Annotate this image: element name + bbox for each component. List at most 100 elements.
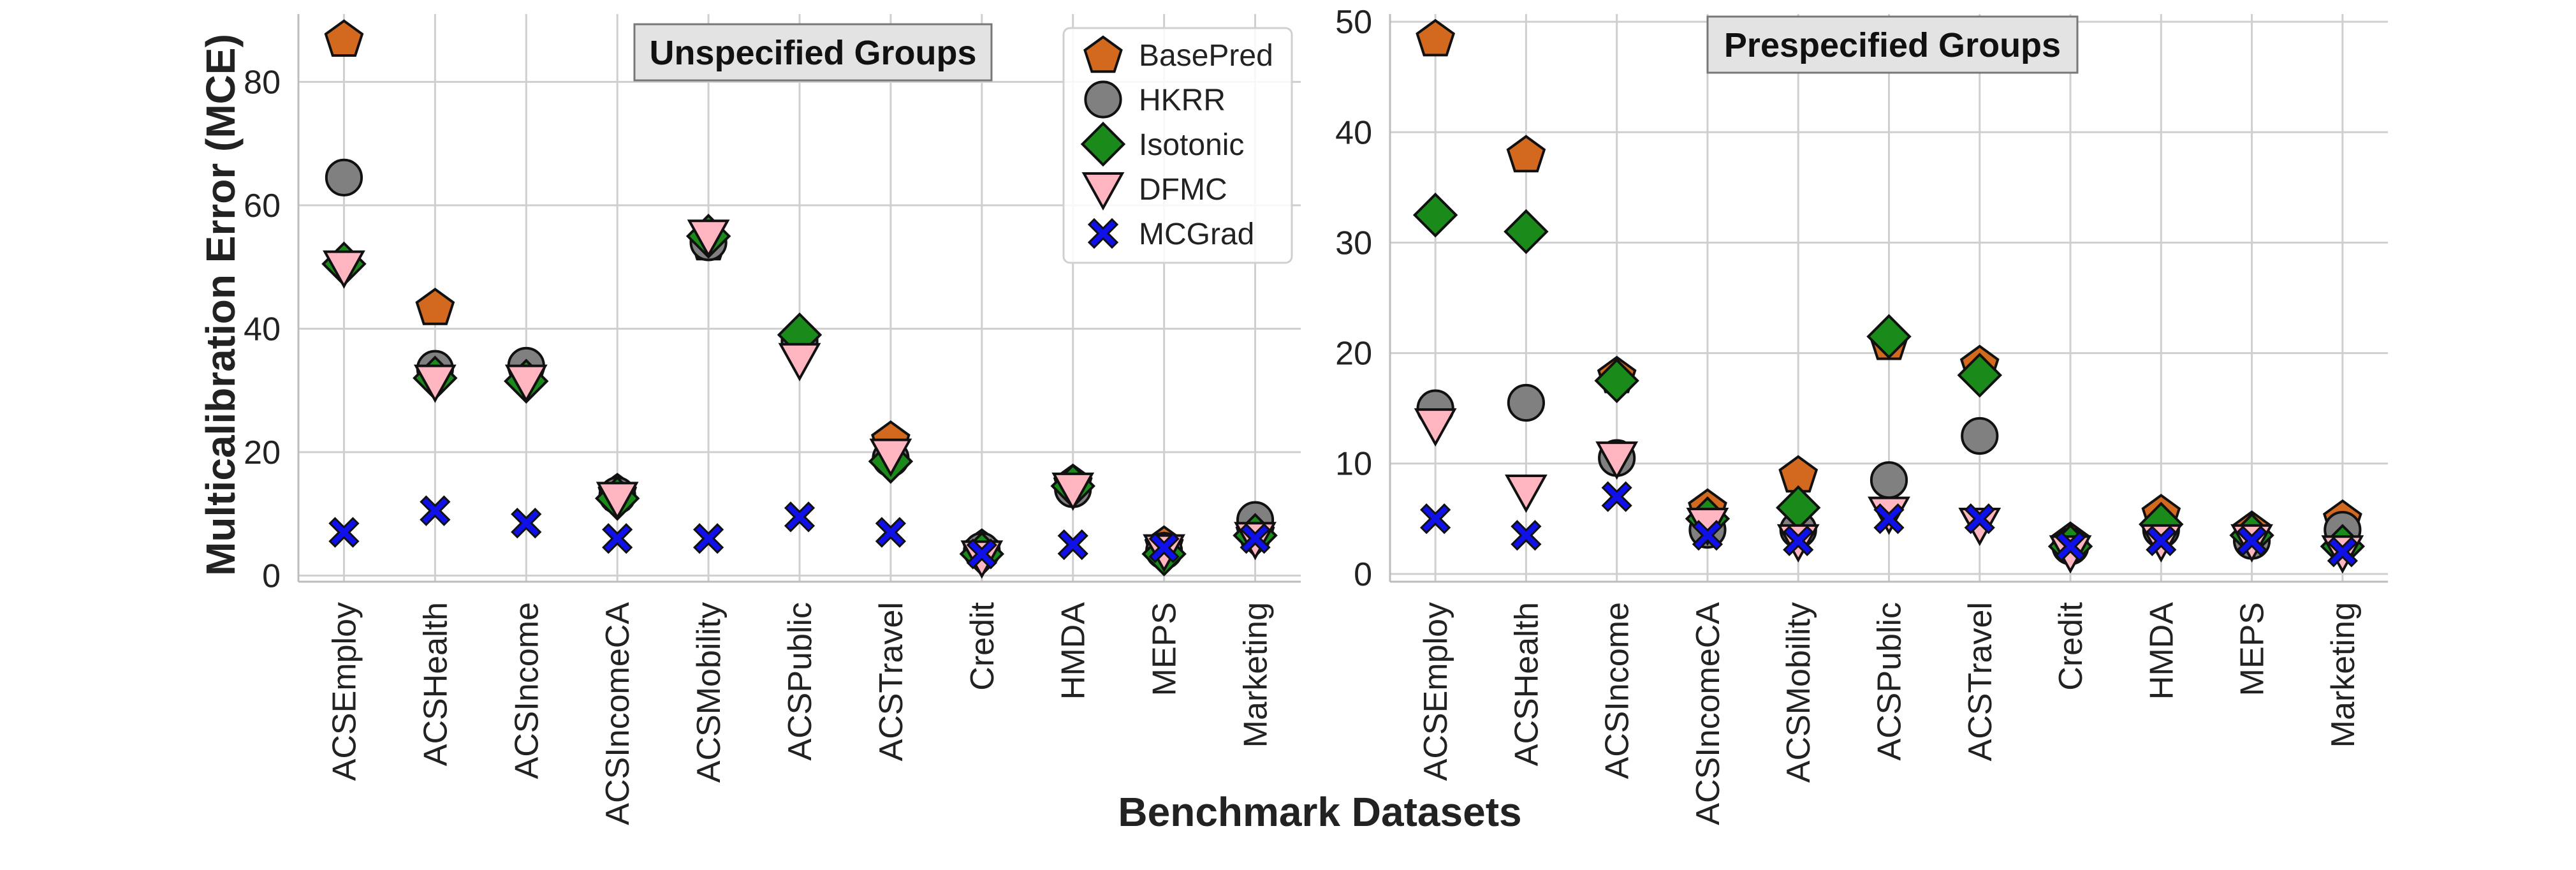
- y-tick-label: 40: [244, 311, 281, 348]
- point-isotonic-acstravel: [1957, 352, 2003, 398]
- y-tick-label: 40: [1335, 114, 1372, 151]
- point-hkrr-acspublic: [1870, 461, 1908, 499]
- y-tick-label: 0: [1354, 556, 1372, 593]
- x-tick-label: Credit: [964, 601, 1001, 690]
- x-tick-label: MEPS: [1146, 602, 1183, 696]
- legend-entry-mcgrad: MCGrad: [1087, 218, 1254, 251]
- point-mcgrad-acsincome: [511, 507, 542, 539]
- panel-title: Unspecified Groups: [633, 23, 993, 82]
- y-tick-label: 0: [262, 557, 281, 594]
- y-tick-label: 10: [1335, 446, 1372, 483]
- x-tick-label: ACSPublic: [1871, 602, 1908, 761]
- point-dfmc-hmda: [1051, 472, 1095, 512]
- point-dfmc-acstravel: [869, 438, 912, 477]
- point-mcgrad-marketing: [2327, 536, 2358, 568]
- point-mcgrad-credit: [2054, 531, 2086, 562]
- point-isotonic-acsemploy: [1412, 192, 1458, 238]
- legend-entry-isotonic: Isotonic: [1080, 121, 1244, 167]
- legend-label: MCGrad: [1139, 218, 1254, 251]
- point-mcgrad-acsincome: [1601, 481, 1632, 512]
- point-mcgrad-acshealth: [1511, 520, 1542, 551]
- point-mcgrad-acsincomeca: [1692, 520, 1723, 551]
- point-isotonic-acshealth: [1504, 209, 1549, 254]
- y-axis-label: Multicalibration Error (MCE): [198, 34, 244, 576]
- legend-label: DFMC: [1139, 173, 1227, 207]
- point-dfmc-acsincomeca: [596, 482, 639, 520]
- point-mcgrad-meps: [1148, 532, 1180, 563]
- panel-title-text: Prespecified Groups: [1724, 26, 2061, 64]
- point-isotonic-acsincome: [1594, 358, 1639, 404]
- point-dfmc-acsemploy: [323, 250, 365, 289]
- point-isotonic-acspublic: [1866, 314, 1912, 359]
- x-tick-label: ACSMobility: [691, 602, 728, 783]
- point-dfmc-acspublic: [778, 343, 821, 381]
- point-dfmc-acsincome: [1595, 441, 1639, 480]
- point-mcgrad-acshealth: [420, 495, 451, 526]
- x-tick-label: ACSIncome: [1599, 602, 1636, 779]
- point-hkrr-acstravel: [1961, 417, 1999, 455]
- point-mcgrad-acsmobility: [1783, 525, 1814, 557]
- point-dfmc-acsmobility: [687, 219, 730, 258]
- point-mcgrad-acsemploy: [328, 517, 360, 548]
- legend-marker-basepred: [1083, 35, 1123, 73]
- y-tick-label: 30: [1335, 225, 1372, 262]
- legend-label: Isotonic: [1139, 128, 1244, 162]
- x-tick-label: ACSTravel: [873, 602, 910, 761]
- panel-1: 0 20 40 60 80 ACSEmploy ACSHealth ACSIncome ACSI…: [244, 14, 1301, 825]
- x-tick-label: ACSIncomeCA: [1690, 602, 1727, 825]
- panel-title-text: Unspecified Groups: [649, 34, 976, 72]
- x-tick-label: Credit: [2053, 601, 2089, 690]
- legend-marker-hkrr: [1084, 80, 1122, 119]
- point-mcgrad-hmda: [1057, 529, 1088, 561]
- legend-entry-hkrr: HKRR: [1084, 80, 1226, 119]
- point-mcgrad-acspublic: [1873, 503, 1905, 535]
- point-mcgrad-meps: [2236, 525, 2267, 557]
- x-tick-label: ACSEmploy: [1417, 602, 1454, 781]
- y-tick-label: 60: [244, 188, 281, 225]
- legend: BasePred HKRR Isotonic DFMC MCGrad: [1062, 27, 1293, 264]
- point-basepred-acsemploy: [1416, 18, 1456, 57]
- x-tick-label: Marketing: [2325, 602, 2362, 748]
- legend-marker-mcgrad: [1087, 218, 1119, 249]
- y-tick-label: 20: [1335, 335, 1372, 372]
- point-mcgrad-hmda: [2146, 525, 2177, 557]
- x-tick-label: ACSIncome: [508, 602, 545, 779]
- legend-marker-isotonic: [1080, 121, 1126, 167]
- y-tick-label: 20: [244, 434, 281, 471]
- point-hkrr-acsemploy: [325, 158, 363, 196]
- panel-title: Prespecified Groups: [1706, 15, 2079, 74]
- point-mcgrad-credit: [966, 538, 997, 570]
- x-tick-label: HMDA: [2143, 602, 2180, 700]
- series-mcgrad: [1420, 481, 2358, 568]
- x-tick-label: ACSHealth: [417, 602, 454, 766]
- point-mcgrad-acsmobility: [692, 523, 724, 554]
- point-mcgrad-acsemploy: [1420, 503, 1451, 535]
- point-basepred-acsemploy: [324, 19, 364, 57]
- point-mcgrad-acstravel: [1964, 503, 1995, 535]
- x-tick-label: ACSMobility: [1780, 602, 1817, 783]
- y-tick-label: 80: [244, 64, 281, 101]
- x-tick-label: ACSPublic: [782, 602, 819, 761]
- legend-label: BasePred: [1139, 39, 1273, 73]
- point-dfmc-acshealth: [413, 364, 457, 403]
- legend-entry-basepred: BasePred: [1083, 35, 1273, 73]
- series-mcgrad: [328, 495, 1271, 570]
- point-basepred-acshealth: [415, 288, 455, 325]
- point-basepred-acshealth: [1506, 135, 1546, 173]
- point-hkrr-acshealth: [1507, 383, 1546, 422]
- point-mcgrad-acsincomeca: [602, 523, 633, 554]
- x-tick-label: MEPS: [2234, 602, 2271, 696]
- legend-label: HKRR: [1139, 84, 1226, 117]
- legend-marker-dfmc: [1081, 172, 1125, 211]
- panel-2: 0 10 20 30 40 50 ACSEmploy ACSHealth ACSIncome AC…: [1335, 4, 2388, 825]
- x-tick-label: ACSHealth: [1508, 602, 1545, 766]
- point-dfmc-acshealth: [1505, 475, 1548, 513]
- point-mcgrad-acstravel: [875, 517, 907, 548]
- x-tick-label: ACSTravel: [1962, 602, 1999, 761]
- point-dfmc-acsemploy: [1414, 408, 1457, 447]
- point-dfmc-acsincome: [504, 364, 548, 403]
- x-tick-label: Marketing: [1238, 602, 1275, 748]
- y-tick-label: 50: [1335, 4, 1372, 41]
- point-mcgrad-acspublic: [784, 501, 816, 533]
